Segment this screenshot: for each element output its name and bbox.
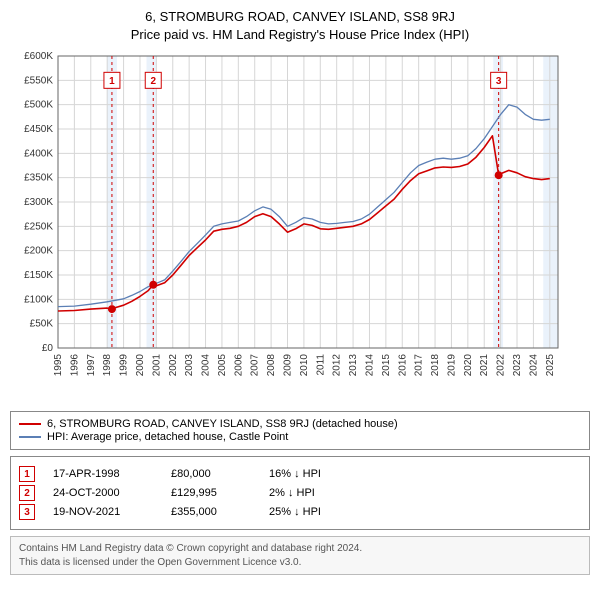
transaction-price: £355,000 xyxy=(171,506,251,518)
transaction-row: 3 19-NOV-2021 £355,000 25% ↓ HPI xyxy=(19,504,581,520)
svg-text:2023: 2023 xyxy=(512,354,523,377)
footer: Contains HM Land Registry data © Crown c… xyxy=(10,536,590,575)
footer-line1: Contains HM Land Registry data © Crown c… xyxy=(19,542,581,556)
svg-text:2001: 2001 xyxy=(151,354,162,377)
transaction-row: 1 17-APR-1998 £80,000 16% ↓ HPI xyxy=(19,466,581,482)
svg-text:£500K: £500K xyxy=(24,100,53,111)
svg-text:1995: 1995 xyxy=(53,354,64,377)
svg-text:£200K: £200K xyxy=(24,246,53,257)
svg-text:2022: 2022 xyxy=(496,354,507,377)
svg-text:2013: 2013 xyxy=(348,354,359,377)
transaction-badge: 3 xyxy=(19,504,35,520)
svg-text:2024: 2024 xyxy=(528,354,539,377)
svg-text:2019: 2019 xyxy=(446,354,457,377)
svg-text:£400K: £400K xyxy=(24,149,53,160)
svg-text:£300K: £300K xyxy=(24,197,53,208)
svg-text:2: 2 xyxy=(150,76,156,87)
svg-text:2002: 2002 xyxy=(168,354,179,377)
legend-label: HPI: Average price, detached house, Cast… xyxy=(47,431,288,443)
svg-text:2004: 2004 xyxy=(201,354,212,377)
transaction-date: 24-OCT-2000 xyxy=(53,487,153,499)
svg-text:£250K: £250K xyxy=(24,222,53,233)
transaction-date: 17-APR-1998 xyxy=(53,468,153,480)
transaction-price: £80,000 xyxy=(171,468,251,480)
svg-text:2011: 2011 xyxy=(315,354,326,376)
chart: £0 £50K £100K £150K £200K £250K £300K £350K £400… xyxy=(10,50,590,405)
svg-text:2008: 2008 xyxy=(266,354,277,377)
svg-text:2014: 2014 xyxy=(364,354,375,377)
svg-text:2009: 2009 xyxy=(283,354,294,377)
svg-text:£0: £0 xyxy=(42,343,54,354)
transaction-delta: 25% ↓ HPI xyxy=(269,506,359,518)
legend: 6, STROMBURG ROAD, CANVEY ISLAND, SS8 9R… xyxy=(10,411,590,450)
svg-text:2015: 2015 xyxy=(381,354,392,377)
transaction-badge: 1 xyxy=(19,466,35,482)
legend-label: 6, STROMBURG ROAD, CANVEY ISLAND, SS8 9R… xyxy=(47,418,398,430)
svg-text:£550K: £550K xyxy=(24,76,53,87)
title-address: 6, STROMBURG ROAD, CANVEY ISLAND, SS8 9R… xyxy=(10,8,590,26)
svg-text:1999: 1999 xyxy=(119,354,130,377)
svg-text:2020: 2020 xyxy=(463,354,474,377)
svg-text:2021: 2021 xyxy=(479,354,490,377)
svg-text:1: 1 xyxy=(109,76,115,87)
svg-text:3: 3 xyxy=(496,76,502,87)
svg-text:£100K: £100K xyxy=(24,295,53,306)
legend-row: 6, STROMBURG ROAD, CANVEY ISLAND, SS8 9R… xyxy=(19,418,581,430)
titles: 6, STROMBURG ROAD, CANVEY ISLAND, SS8 9R… xyxy=(10,8,590,44)
transactions-table: 1 17-APR-1998 £80,000 16% ↓ HPI 2 24-OCT-2000… xyxy=(10,456,590,530)
legend-swatch xyxy=(19,423,41,425)
svg-text:2003: 2003 xyxy=(184,354,195,377)
transaction-delta: 2% ↓ HPI xyxy=(269,487,359,499)
svg-text:1997: 1997 xyxy=(86,354,97,377)
svg-text:£350K: £350K xyxy=(24,173,53,184)
svg-text:2006: 2006 xyxy=(233,354,244,377)
transaction-badge: 2 xyxy=(19,485,35,501)
container: 6, STROMBURG ROAD, CANVEY ISLAND, SS8 9R… xyxy=(0,0,600,590)
transaction-delta: 16% ↓ HPI xyxy=(269,468,359,480)
svg-text:2018: 2018 xyxy=(430,354,441,377)
svg-text:2025: 2025 xyxy=(545,354,556,377)
transaction-date: 19-NOV-2021 xyxy=(53,506,153,518)
svg-text:1996: 1996 xyxy=(69,354,80,377)
title-subtitle: Price paid vs. HM Land Registry's House … xyxy=(10,26,590,44)
svg-text:2010: 2010 xyxy=(299,354,310,377)
svg-text:1998: 1998 xyxy=(102,354,113,377)
chart-svg: £0 £50K £100K £150K £200K £250K £300K £350K £400… xyxy=(10,50,570,400)
svg-text:2005: 2005 xyxy=(217,354,228,377)
legend-row: HPI: Average price, detached house, Cast… xyxy=(19,431,581,443)
footer-line2: This data is licensed under the Open Gov… xyxy=(19,556,581,570)
svg-text:£150K: £150K xyxy=(24,270,53,281)
svg-text:£50K: £50K xyxy=(30,319,54,330)
svg-text:£450K: £450K xyxy=(24,124,53,135)
svg-text:2007: 2007 xyxy=(250,354,261,377)
svg-text:2000: 2000 xyxy=(135,354,146,377)
transaction-row: 2 24-OCT-2000 £129,995 2% ↓ HPI xyxy=(19,485,581,501)
svg-text:2016: 2016 xyxy=(397,354,408,377)
svg-text:2012: 2012 xyxy=(332,354,343,377)
svg-text:2017: 2017 xyxy=(414,354,425,377)
transaction-price: £129,995 xyxy=(171,487,251,499)
svg-text:£600K: £600K xyxy=(24,51,53,62)
legend-swatch xyxy=(19,436,41,438)
